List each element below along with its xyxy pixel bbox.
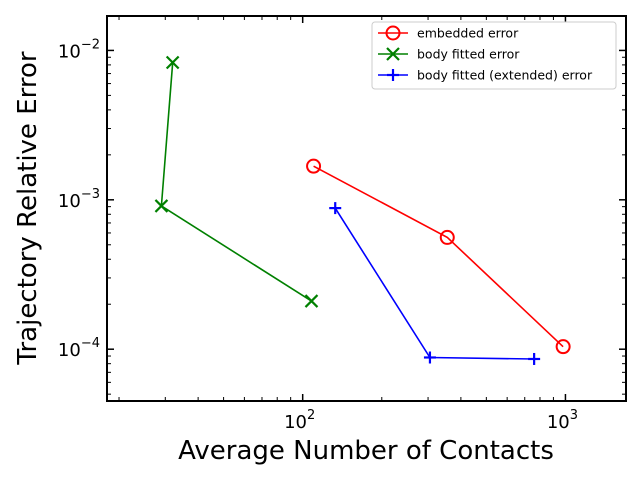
x-tick-label: 102 [284,408,315,433]
series-2 [154,55,319,308]
circle-marker [555,339,571,355]
x-tick-label: 103 [547,408,578,433]
plus-marker [329,202,342,215]
legend-label: embedded error [417,26,519,41]
plus-marker [423,351,436,364]
legend-entry-3: body fitted (extended) error [378,68,593,83]
x-marker-stroke [154,199,169,213]
x-marker-stroke [386,47,400,61]
x-marker [304,294,319,308]
y-tick-label: 10−4 [58,336,100,361]
plus-marker [387,69,399,81]
x-tick-exponent: 2 [307,408,315,423]
y-tick-label: 10−2 [58,37,100,62]
tick-labels: 102 103 10−4 10−3 10−2 [58,37,578,433]
y-axis-label: Trajectory Relative Error [13,51,43,365]
plus-marker [528,352,541,365]
legend-label: body fitted error [417,47,520,62]
legend-box [371,21,617,90]
series-3 [329,202,541,365]
legend: embedded error body fitted error body fitt… [371,21,617,90]
x-marker [154,199,169,213]
x-marker-stroke [165,55,180,70]
circle-marker [306,158,322,174]
circle-marker [439,229,455,245]
plot-frame [106,15,627,402]
y-tick-exponent: −2 [81,37,100,52]
circle-marker [385,25,401,41]
x-axis-label: Average Number of Contacts [178,436,554,466]
y-tick-exponent: −3 [81,187,100,202]
x-marker [386,47,400,61]
legend-entry-1: embedded error [378,25,519,41]
major-ticks [107,16,626,401]
legend-label: body fitted (extended) error [417,68,593,83]
x-marker-stroke [304,294,319,308]
x-marker [165,55,180,70]
series-1 [306,158,571,355]
x-tick-exponent: 3 [570,408,578,423]
series-line [313,165,564,348]
legend-entry-2: body fitted error [378,47,520,62]
y-tick-exponent: −4 [81,336,100,351]
series-layer [154,55,571,365]
y-tick-label: 10−3 [58,187,100,212]
